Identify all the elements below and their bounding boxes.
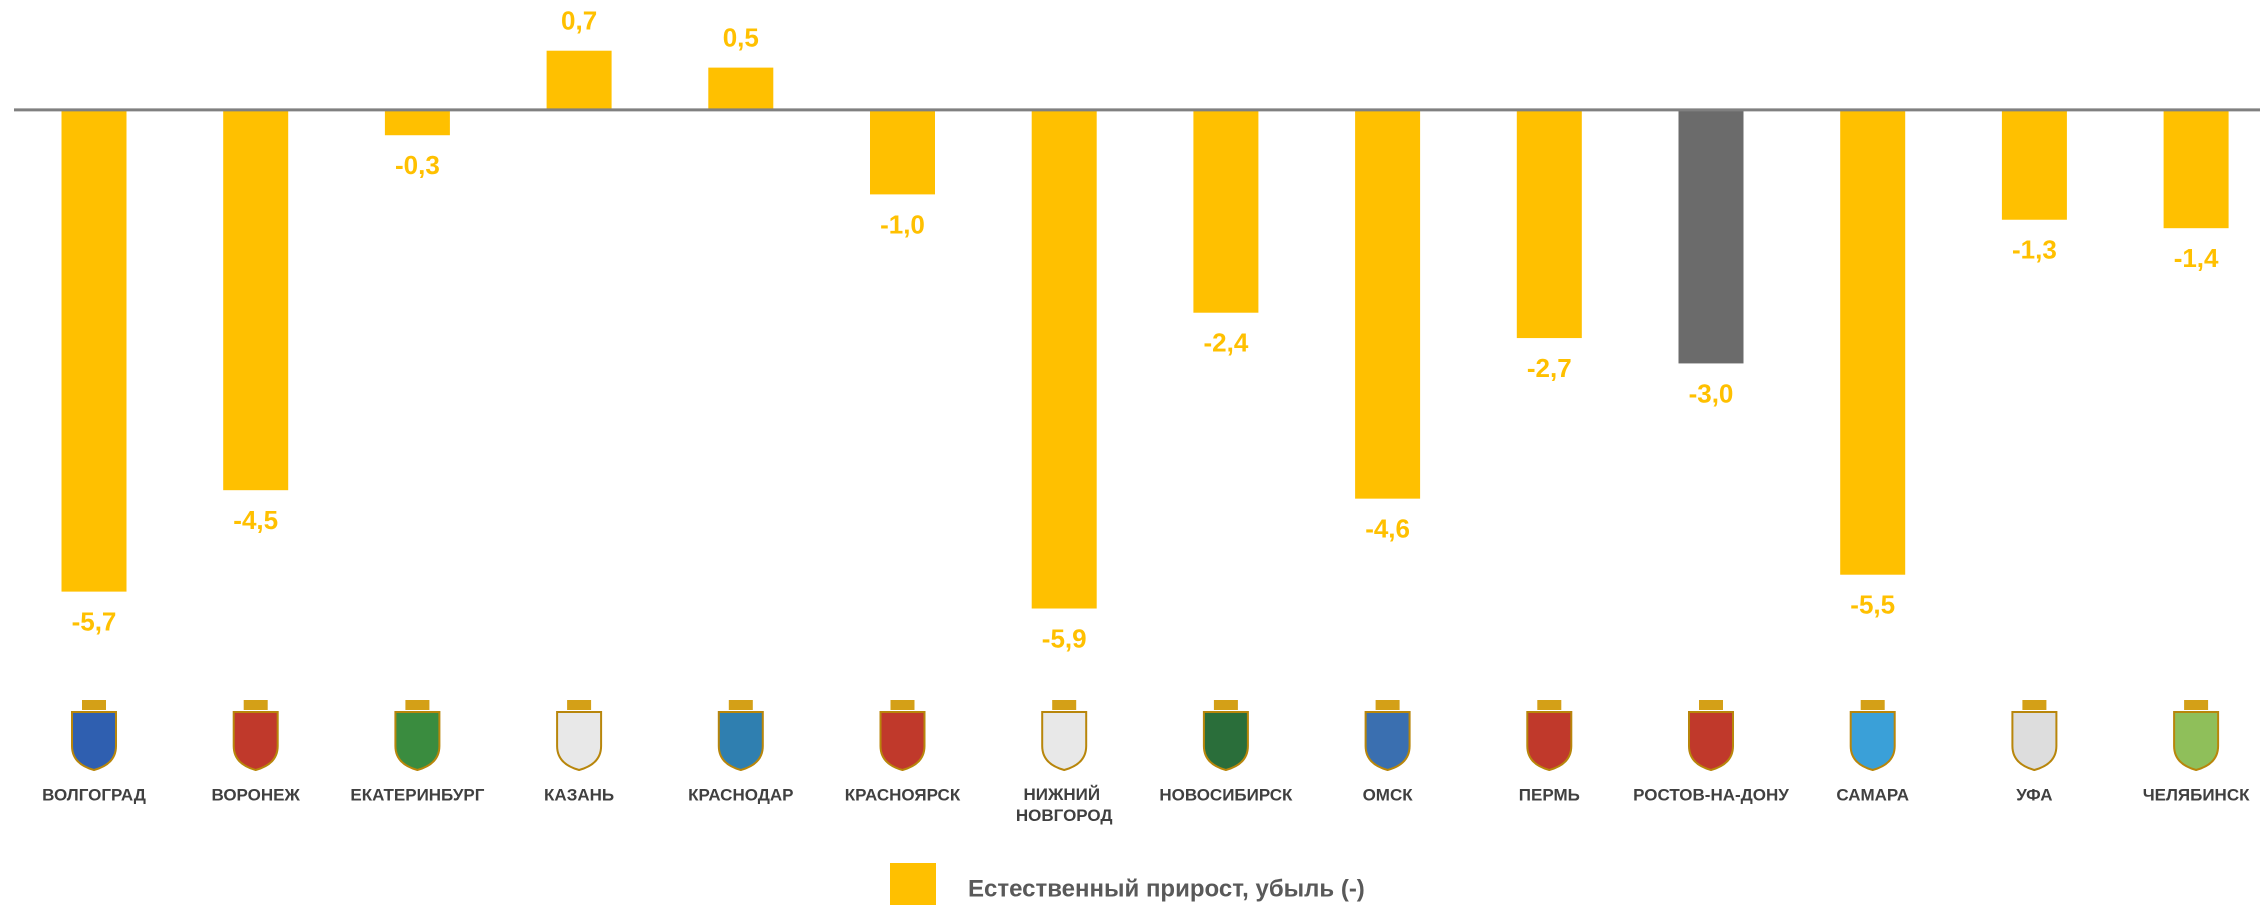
value-label: -1,3 [2012,235,2057,265]
bar [1193,109,1259,313]
value-label: -1,4 [2174,243,2219,273]
emblem-crown [1699,700,1723,710]
city-emblem [717,711,764,772]
city-emblem [232,711,279,772]
x-tick-label: ЧЕЛЯБИНСК [2143,785,2250,804]
city-emblem [1526,711,1573,772]
value-label: -3,0 [1689,378,1734,408]
value-label: -2,4 [1203,328,1248,358]
bar [1031,109,1097,609]
emblem-crown [1213,700,1238,710]
bar [870,109,935,195]
emblem-crown [82,700,106,710]
bar [384,109,450,136]
value-label: -4,5 [233,505,278,535]
value-label: 0,5 [723,22,759,52]
value-label: -5,5 [1850,590,1895,620]
city-emblem [394,711,441,772]
bar [223,109,289,491]
city-emblem [556,711,603,772]
value-label: 0,7 [561,6,597,36]
bar [1516,109,1582,339]
x-tick-label: КАЗАНЬ [544,785,614,804]
value-label: -5,7 [72,606,117,636]
emblem-crown [567,700,592,710]
emblem-crown [890,700,915,710]
x-tick-label: ЕКАТЕРИНБУРГ [350,785,484,804]
x-tick-label: ОМСК [1363,785,1414,804]
emblem-crown [1375,700,1400,710]
city-emblem [1849,711,1896,772]
city-emblem [1041,711,1088,772]
emblem-crown [1860,700,1885,710]
x-tick-label: КРАСНОДАР [688,785,793,804]
value-label: -1,0 [880,209,925,239]
emblem-crown [405,700,430,710]
x-tick-label: НОВОСИБИРСК [1159,785,1293,804]
bar [1840,109,1906,575]
x-tick-label: КРАСНОЯРСК [845,785,961,804]
emblem-crown [2184,700,2209,710]
bar [2001,109,2067,220]
value-label: -0,3 [395,150,440,180]
value-label: -5,9 [1042,623,1087,653]
city-emblem [1364,711,1411,772]
x-tick-label: ВОЛГОГРАД [42,785,146,804]
bar [708,67,774,110]
city-emblem [2011,711,2058,772]
legend-label: Естественный прирост, убыль (-) [968,875,1365,902]
emblem-crown [1052,700,1077,710]
city-emblem [1202,711,1249,772]
x-tick-label: УФА [2016,785,2052,804]
bar [61,109,127,592]
x-tick-label: РОСТОВ-НА-ДОНУ [1633,785,1789,804]
x-tick-label: САМАРА [1836,785,1909,804]
x-tick-label: ПЕРМЬ [1519,785,1580,804]
city-emblem [2173,711,2220,772]
emblem-crown [1537,700,1562,710]
bar [1678,109,1744,364]
x-tick-label: НИЖНИЙ НОВГОРОД [1016,785,1113,825]
bar [546,50,612,110]
value-label: -4,6 [1365,514,1410,544]
city-emblem [879,711,926,772]
emblem-crown [243,700,268,710]
emblem-crown [728,700,753,710]
legend-swatch [890,863,936,905]
city-emblem [71,711,117,772]
x-tick-label: ВОРОНЕЖ [211,785,300,804]
bar [1355,109,1421,499]
bar [2163,109,2229,229]
emblem-crown [2022,700,2047,710]
city-emblem [1688,711,1734,772]
value-label: -2,7 [1527,353,1572,383]
